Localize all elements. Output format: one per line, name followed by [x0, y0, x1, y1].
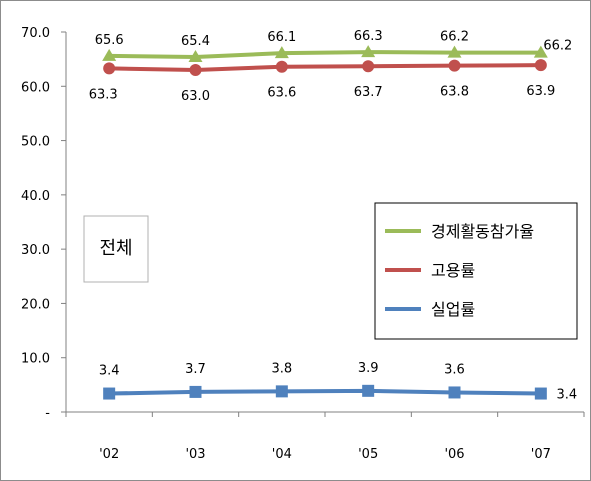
data-point	[274, 46, 289, 59]
data-point	[189, 64, 202, 76]
legend-label: 경제활동참가율	[431, 222, 534, 241]
series-line	[109, 50, 541, 59]
data-point	[188, 49, 203, 62]
data-label: 3.9	[358, 361, 379, 376]
series-1: 63.3 63.0 63.6 63.7 63.8 63.9	[89, 59, 555, 104]
data-point	[533, 45, 548, 58]
y-tick-label: 20.0	[21, 297, 50, 312]
data-label: 3.7	[185, 362, 206, 377]
data-label: 66.2	[543, 39, 572, 54]
data-label: 65.6	[95, 33, 124, 48]
series-line	[109, 63, 541, 72]
series-0: 65.6 65.4 66.1 66.3 66.2 66.2	[95, 29, 572, 62]
data-label: 63.7	[354, 85, 383, 100]
axes: - 10.0 20.0 30.0 40.0 50.0 60.0 70.0 '02 '03 '04 '0…	[21, 26, 585, 462]
data-label: 3.8	[271, 361, 292, 376]
data-point	[103, 387, 116, 400]
data-label: 66.1	[267, 30, 296, 45]
data-point	[534, 59, 547, 72]
data-point	[362, 384, 375, 397]
series-line	[109, 388, 541, 396]
y-tick-label: 30.0	[21, 243, 50, 258]
annotation-box: 전체	[83, 215, 149, 283]
y-tick-label: 40.0	[21, 189, 50, 204]
data-label: 63.8	[440, 85, 469, 100]
data-point	[448, 59, 461, 72]
data-point	[362, 60, 375, 73]
data-point	[275, 60, 288, 73]
y-tick-label: 10.0	[21, 352, 50, 367]
data-label: 63.0	[181, 89, 210, 104]
data-point	[447, 45, 462, 58]
data-label: 66.3	[354, 29, 383, 44]
data-point	[103, 62, 116, 75]
y-tick-label: 50.0	[21, 135, 50, 150]
data-point	[361, 45, 376, 58]
x-tick-label: '02	[99, 447, 119, 462]
data-label: 66.2	[440, 30, 469, 45]
x-tick-label: '06	[444, 447, 464, 462]
data-point	[189, 385, 202, 398]
data-point	[448, 386, 461, 399]
annotation-text: 전체	[99, 238, 132, 259]
data-point	[102, 48, 117, 61]
legend-label: 실업률	[431, 300, 475, 319]
y-tick-label: 70.0	[21, 26, 50, 41]
y-tick-label: -	[45, 406, 50, 421]
series-2: 3.4 3.7 3.8 3.9 3.6 3.4	[99, 361, 577, 403]
annotation-box-border	[83, 215, 149, 283]
series-group: 65.6 65.4 66.1 66.3 66.2 66.2 63.3 63.0 63.6 63.7…	[89, 29, 577, 402]
x-tick-label: '04	[272, 447, 292, 462]
x-tick-label: '03	[185, 447, 205, 462]
x-tick-label: '07	[531, 447, 551, 462]
data-label: 3.6	[444, 362, 465, 377]
y-tick-label: 60.0	[21, 80, 50, 95]
data-label: 3.4	[99, 364, 120, 379]
data-label: 65.4	[181, 34, 210, 49]
data-point	[534, 387, 547, 400]
data-point	[275, 385, 288, 398]
x-tick-label: '05	[358, 447, 378, 462]
legend-label: 고용률	[431, 261, 475, 280]
data-label: 63.9	[526, 84, 555, 99]
data-label: 63.3	[89, 87, 118, 102]
data-label: 63.6	[267, 86, 296, 101]
data-label: 3.4	[556, 388, 577, 403]
